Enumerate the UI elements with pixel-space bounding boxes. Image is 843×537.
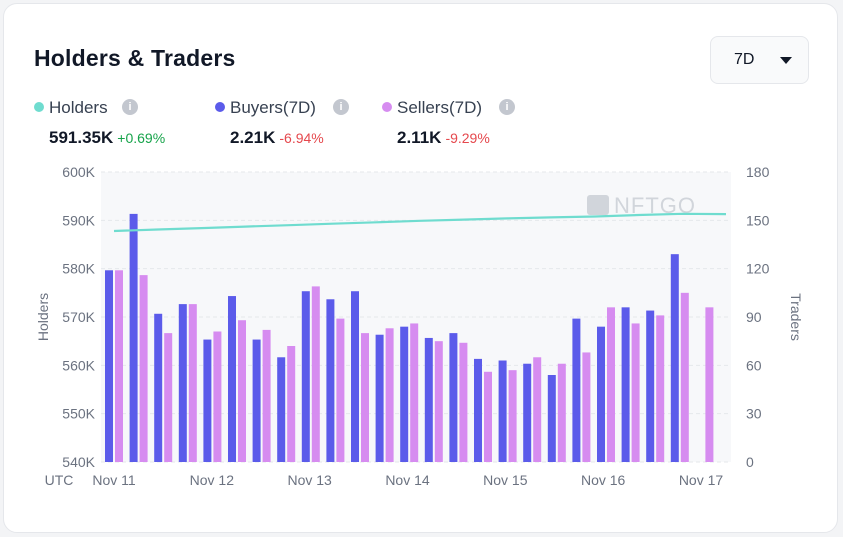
buyers-bar xyxy=(154,313,163,462)
legend-holders-label: Holders xyxy=(49,98,108,117)
buyers-bar xyxy=(474,358,482,462)
buyers-bar xyxy=(301,291,310,462)
sellers-bar xyxy=(164,333,173,462)
chevron-down-icon xyxy=(780,57,792,64)
right-tick-label: 150 xyxy=(746,212,770,228)
buyers-bar xyxy=(105,270,113,462)
buyers-bar xyxy=(129,213,138,462)
left-tick-label: 580K xyxy=(62,261,95,277)
sellers-value: 2.11K xyxy=(397,128,442,147)
sellers-bar xyxy=(484,371,492,462)
buyers-bar xyxy=(449,333,458,462)
right-tick-label: 30 xyxy=(746,406,762,422)
right-tick-label: 0 xyxy=(746,454,754,470)
sellers-bar xyxy=(533,357,542,462)
sellers-bar xyxy=(287,346,296,462)
left-tick-label: 570K xyxy=(62,309,95,325)
buyers-bar xyxy=(597,326,605,462)
legend-buyers-label: Buyers(7D) xyxy=(230,98,316,117)
info-icon[interactable]: i xyxy=(499,99,515,115)
sellers-bar xyxy=(459,342,468,462)
buyers-value: 2.21K xyxy=(230,128,276,147)
buyers-bar xyxy=(400,326,409,462)
sellers-bar xyxy=(582,352,591,462)
x-tick-label: Nov 17 xyxy=(679,472,724,488)
buyers-bar xyxy=(547,375,556,462)
right-tick-label: 90 xyxy=(746,309,762,325)
sellers-bar xyxy=(656,315,665,462)
sellers-bar xyxy=(508,370,517,462)
legend-sellers-label: Sellers(7D) xyxy=(397,98,483,117)
sellers-bar xyxy=(557,363,566,462)
sellers-bar xyxy=(705,307,714,462)
buyers-bar xyxy=(646,310,655,462)
buyers-bar xyxy=(498,360,507,462)
sellers-bar xyxy=(434,341,443,462)
buyers-change: -6.94% xyxy=(279,130,324,146)
left-tick-label: 550K xyxy=(62,406,95,422)
sellers-stat: 2.11K -9.29% xyxy=(397,128,490,148)
left-tick-label: 590K xyxy=(62,212,95,228)
holders-dot-icon xyxy=(34,102,44,112)
buyers-bar xyxy=(670,254,679,462)
sellers-change: -9.29% xyxy=(445,130,490,146)
left-axis-title: Holders xyxy=(35,293,51,341)
buyers-bar xyxy=(375,334,384,462)
right-tick-label: 60 xyxy=(746,357,762,373)
sellers-bar xyxy=(213,331,222,462)
sellers-bar xyxy=(631,323,640,462)
buyers-bar xyxy=(523,363,532,462)
holders-line xyxy=(113,212,727,233)
buyers-bar xyxy=(203,339,212,462)
buyers-stat: 2.21K -6.94% xyxy=(230,128,324,148)
sellers-dot-icon xyxy=(382,102,392,112)
sellers-bar xyxy=(680,292,689,462)
buyers-bar xyxy=(572,318,581,462)
sellers-bar xyxy=(262,329,271,462)
nftgo-logo-icon xyxy=(587,195,609,215)
buyers-bar xyxy=(252,339,261,462)
buyers-bar xyxy=(326,299,335,462)
sellers-bar xyxy=(410,323,419,462)
buyers-bar xyxy=(228,296,236,462)
buyers-bar xyxy=(277,357,286,462)
x-tick-label: Nov 13 xyxy=(287,472,332,488)
sellers-bar xyxy=(115,270,123,462)
range-select-value: 7D xyxy=(734,51,755,68)
sellers-bar xyxy=(139,275,148,462)
holders-change: +0.69% xyxy=(117,130,166,146)
buyers-bar xyxy=(178,304,187,462)
sellers-bar xyxy=(311,286,320,462)
left-tick-label: 600K xyxy=(62,164,95,180)
sellers-bar xyxy=(385,328,394,462)
right-axis-title: Traders xyxy=(788,293,804,341)
x-tick-label: Nov 11 xyxy=(92,472,136,488)
buyers-bar xyxy=(424,337,433,462)
timezone-label: UTC xyxy=(45,472,74,488)
buyers-bar xyxy=(621,307,630,462)
sellers-bar xyxy=(336,318,345,462)
range-select[interactable]: 7D xyxy=(710,36,809,84)
x-tick-label: Nov 15 xyxy=(483,472,528,488)
x-tick-label: Nov 12 xyxy=(190,472,235,488)
right-tick-label: 120 xyxy=(746,261,770,277)
sellers-bar xyxy=(361,333,369,462)
holders-stat: 591.35K +0.69% xyxy=(49,128,165,148)
sellers-bar xyxy=(188,304,197,462)
info-icon[interactable]: i xyxy=(122,99,138,115)
card-title: Holders & Traders xyxy=(34,45,236,71)
x-tick-label: Nov 16 xyxy=(581,472,626,488)
sellers-bar xyxy=(607,307,615,462)
left-tick-label: 560K xyxy=(62,357,95,373)
sellers-bar xyxy=(238,320,246,462)
holders-value: 591.35K xyxy=(49,128,114,147)
info-icon[interactable]: i xyxy=(333,99,349,115)
buyers-dot-icon xyxy=(215,102,225,112)
x-tick-label: Nov 14 xyxy=(385,472,430,488)
buyers-bar xyxy=(351,291,359,462)
left-tick-label: 540K xyxy=(62,454,95,470)
right-tick-label: 180 xyxy=(746,164,770,180)
